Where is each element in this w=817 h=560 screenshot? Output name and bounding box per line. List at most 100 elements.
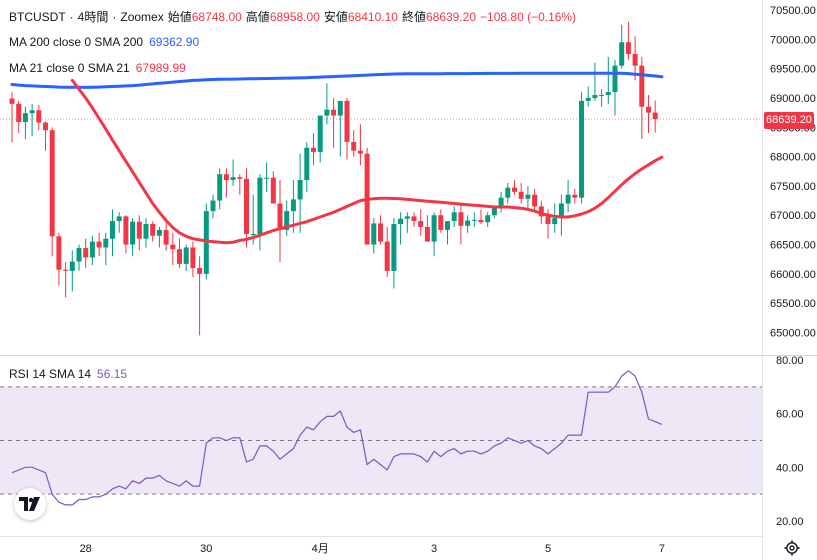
candle-body — [505, 187, 511, 198]
price-tick-label: 65500.00 — [770, 298, 816, 310]
candle-body — [652, 112, 658, 120]
candle-body — [123, 216, 129, 245]
candle-body — [56, 236, 62, 270]
candle-body — [237, 177, 243, 179]
candle-body — [210, 200, 216, 212]
ma21-value: 67989.99 — [135, 61, 186, 75]
candle-body — [404, 216, 410, 219]
candle-body — [525, 194, 531, 199]
candle-body — [351, 141, 357, 151]
candle-body — [244, 178, 249, 234]
candle-body — [471, 219, 477, 221]
candle-body — [378, 223, 383, 242]
candle-body — [625, 42, 631, 54]
legend-separator-2: · — [112, 9, 117, 24]
candle-body — [22, 113, 28, 122]
candle-body — [69, 261, 75, 271]
rsi-value: 56.15 — [97, 367, 128, 381]
candle-body — [96, 241, 102, 248]
candle-body — [49, 130, 55, 237]
price-tick-label: 67500.00 — [770, 181, 816, 193]
candle-body — [438, 215, 444, 230]
ma200-legend[interactable]: MA 200 close 0 SMA 200 69362.90 — [9, 35, 199, 49]
candle-body — [558, 203, 564, 219]
symbol-legend: BTCUSDT · 4時間 · Zoomex 始値 68748.00 高値 68… — [9, 8, 576, 25]
rsi-tick-label: 20.00 — [776, 516, 804, 528]
ma200-label: MA 200 close 0 SMA 200 — [9, 35, 144, 49]
rsi-label: RSI 14 SMA 14 — [9, 367, 92, 381]
rsi-legend[interactable]: RSI 14 SMA 14 56.15 — [9, 367, 127, 381]
candle-body — [217, 174, 223, 201]
candle-body — [103, 238, 109, 248]
time-tick-label: 5 — [545, 543, 551, 555]
tradingview-logo-icon[interactable] — [14, 488, 46, 520]
candle-body — [304, 147, 310, 181]
candle-body — [43, 122, 48, 131]
price-tick-label: 65000.00 — [770, 328, 816, 340]
ma21-legend[interactable]: MA 21 close 0 SMA 21 67989.99 — [9, 61, 186, 75]
candle-body — [418, 221, 424, 227]
time-tick-label: 3 — [431, 543, 437, 555]
candle-body — [331, 109, 337, 116]
candle-body — [29, 110, 35, 114]
candle-body — [83, 248, 89, 258]
candle-body — [565, 194, 571, 204]
legend-separator-1: · — [69, 9, 74, 24]
candle-body — [136, 221, 142, 239]
time-tick-label: 7 — [659, 543, 665, 555]
candle-body — [357, 150, 363, 154]
candle-body — [451, 212, 457, 222]
candle-body — [579, 100, 584, 198]
ma21-line — [70, 78, 664, 245]
rsi-tick-label: 60.00 — [776, 409, 804, 421]
exchange-label: Zoomex — [120, 9, 164, 24]
symbol-name[interactable]: BTCUSDT — [9, 9, 66, 24]
ma200-line — [10, 71, 664, 89]
candle-body — [458, 212, 464, 226]
candle-body — [290, 199, 296, 212]
candle-body — [632, 53, 638, 66]
candle-body — [130, 221, 136, 245]
candle-body — [36, 110, 42, 123]
candle-body — [230, 177, 236, 181]
candle-body — [264, 177, 270, 179]
candle-body — [431, 215, 437, 242]
candle-body — [277, 203, 283, 230]
candle-body — [445, 221, 450, 230]
time-tick-label: 30 — [200, 543, 212, 555]
candle-body — [337, 100, 343, 116]
time-tick-label: 4月 — [312, 543, 329, 555]
candle-body — [532, 194, 538, 207]
candle-body — [639, 65, 645, 107]
candle-body — [371, 223, 377, 245]
candle-body — [197, 268, 203, 274]
candle-body — [605, 92, 611, 96]
candle-body — [324, 109, 330, 116]
candle-body — [150, 224, 156, 236]
candle-body — [646, 106, 651, 113]
candle-body — [552, 218, 558, 225]
candle-body — [9, 98, 15, 104]
candle-body — [592, 95, 598, 98]
candle-body — [612, 65, 618, 93]
high-label: 高値 — [245, 10, 270, 24]
candle-body — [538, 206, 544, 217]
price-tick-label: 69000.00 — [770, 93, 816, 105]
candles-group — [9, 21, 658, 336]
interval-label[interactable]: 4時間 — [77, 10, 109, 24]
candle-body — [424, 226, 430, 242]
candle-body — [485, 215, 491, 223]
low-value: 68410.10 — [347, 9, 398, 24]
price-tick-label: 66500.00 — [770, 240, 816, 252]
candle-body — [572, 194, 578, 198]
candle-body — [478, 219, 484, 223]
candle-body — [163, 229, 169, 245]
price-tick-label: 66000.00 — [770, 269, 816, 281]
gear-icon[interactable] — [783, 539, 801, 557]
price-tick-label: 68000.00 — [770, 152, 816, 164]
candle-body — [110, 221, 115, 239]
open-value: 68748.00 — [191, 9, 242, 24]
rsi-tick-label: 40.00 — [776, 462, 804, 474]
candle-body — [183, 247, 189, 264]
